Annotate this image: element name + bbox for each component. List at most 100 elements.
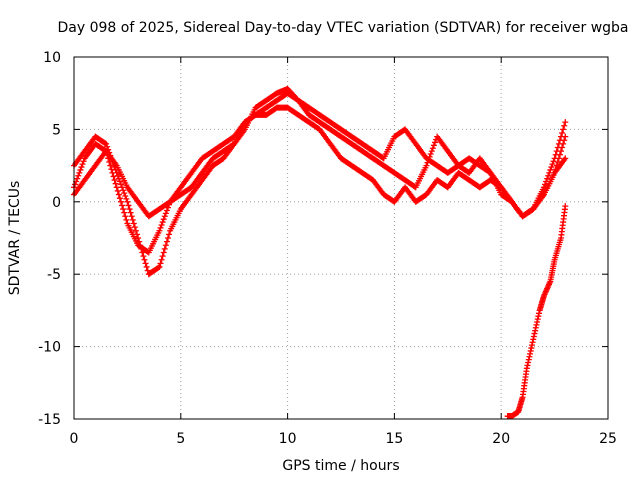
data-point-track-b	[122, 193, 129, 200]
data-point-track-b	[159, 253, 166, 260]
data-point-track-a	[541, 181, 548, 188]
data-point-track-b	[155, 264, 162, 271]
chart-title: Day 098 of 2025, Sidereal Day-to-day VTE…	[57, 20, 628, 36]
data-point-track-b	[157, 260, 164, 267]
data-point-track-b	[161, 245, 168, 252]
data-point-track-b	[561, 137, 568, 144]
data-point-track-a	[547, 166, 554, 173]
x-tick-label: 20	[492, 431, 510, 447]
y-tick-label: -5	[47, 267, 61, 283]
data-point-track-b	[130, 220, 137, 227]
data-point-track-b	[429, 145, 436, 152]
data-point-track-a	[161, 213, 168, 220]
data-point-track-a	[546, 169, 553, 176]
data-point-track-b	[142, 260, 149, 267]
y-tick-label: -15	[38, 412, 61, 428]
data-point-track-b	[135, 235, 142, 241]
data-point-track-b	[134, 231, 141, 238]
grid	[74, 57, 608, 419]
x-axis-label: GPS time / hours	[282, 458, 399, 474]
data-point-track-b	[425, 156, 432, 163]
data-point-track-a	[162, 210, 169, 217]
x-tick-label: 5	[176, 431, 185, 447]
data-point-track-b	[554, 158, 561, 165]
data-point-track-a	[77, 166, 84, 173]
y-tick-label: 0	[52, 195, 61, 211]
y-tick-label: -10	[38, 340, 61, 356]
data-point-track-b	[117, 181, 124, 188]
data-point-track-b	[158, 256, 165, 263]
data-point-track-a	[121, 209, 128, 216]
data-point-track-b	[162, 242, 169, 249]
data-point-track-a	[80, 158, 87, 165]
data-point-track-a	[110, 173, 117, 180]
data-point-track-b	[132, 227, 139, 234]
x-tick-label: 25	[599, 431, 617, 447]
data-point-track-b	[562, 133, 569, 140]
data-point-track-a	[119, 202, 126, 209]
data-point-track-a	[159, 219, 166, 226]
data-point-track-b	[139, 249, 146, 256]
data-point-track-a	[562, 119, 569, 126]
data-point-track-a	[120, 206, 127, 213]
data-point-track-b	[430, 142, 437, 149]
y-tick-label: 5	[52, 122, 61, 138]
data-point-track-b	[137, 242, 144, 249]
x-tick-label: 15	[385, 431, 403, 447]
data-point-track-b	[116, 178, 123, 185]
data-point-track-a	[106, 158, 113, 165]
data-point-track-a	[114, 187, 121, 194]
data-point-track-a	[111, 177, 118, 184]
data-point-track-b	[559, 144, 566, 151]
data-point-track-a	[75, 172, 82, 179]
data-point-track-b	[125, 202, 132, 209]
data-point-track-b	[101, 140, 108, 147]
data-point-track-b	[138, 245, 145, 252]
data-point-track-b	[163, 238, 170, 245]
plot-frame	[73, 56, 609, 420]
data-point-track-a	[116, 195, 123, 202]
data-point-track-b	[124, 198, 131, 205]
data-point-track-d	[562, 203, 569, 210]
y-tick-label: 10	[43, 50, 61, 66]
data-point-track-a	[113, 184, 120, 191]
data-point-track-a	[156, 227, 163, 234]
data-point-track-a	[163, 207, 170, 214]
data-point-track-a	[160, 216, 167, 223]
data-point-track-b	[156, 263, 163, 270]
data-point-track-b	[103, 140, 110, 147]
data-point-track-a	[548, 164, 555, 171]
data-point-track-b	[114, 172, 121, 179]
data-point-track-a	[117, 198, 124, 205]
data-point-track-a	[549, 161, 556, 168]
data-point-track-b	[128, 213, 135, 220]
tick-labels: 0 5 10 15 20 25 -15 -10 -5 0 5 10	[38, 50, 617, 447]
data-point-track-b	[558, 148, 565, 155]
data-point-track-a	[122, 213, 129, 220]
data-point-track-b	[426, 153, 433, 160]
data-point-track-b	[127, 209, 134, 216]
data-point-track-b	[423, 162, 430, 169]
data-point-track-a	[560, 126, 567, 133]
data-point-track-a	[78, 164, 85, 171]
x-tick-label: 0	[70, 431, 79, 447]
data-point-track-b	[560, 140, 567, 147]
x-tick-label: 10	[279, 431, 297, 447]
data-point-track-b	[166, 231, 173, 238]
data-point-track-a	[76, 169, 83, 176]
data-point-track-b	[121, 190, 128, 197]
data-point-track-b	[141, 256, 148, 263]
data-points	[71, 85, 569, 420]
data-point-track-a	[108, 166, 115, 173]
data-point-track-b	[136, 238, 143, 245]
data-point-track-b	[104, 143, 111, 150]
data-point-track-a	[158, 221, 165, 228]
data-point-track-a	[115, 191, 122, 198]
data-point-track-b	[431, 139, 438, 146]
data-point-track-a	[123, 216, 130, 223]
data-point-track-a	[544, 175, 551, 182]
data-point-track-a	[561, 122, 568, 129]
data-point-track-b	[126, 206, 133, 213]
data-point-track-a	[559, 130, 566, 137]
